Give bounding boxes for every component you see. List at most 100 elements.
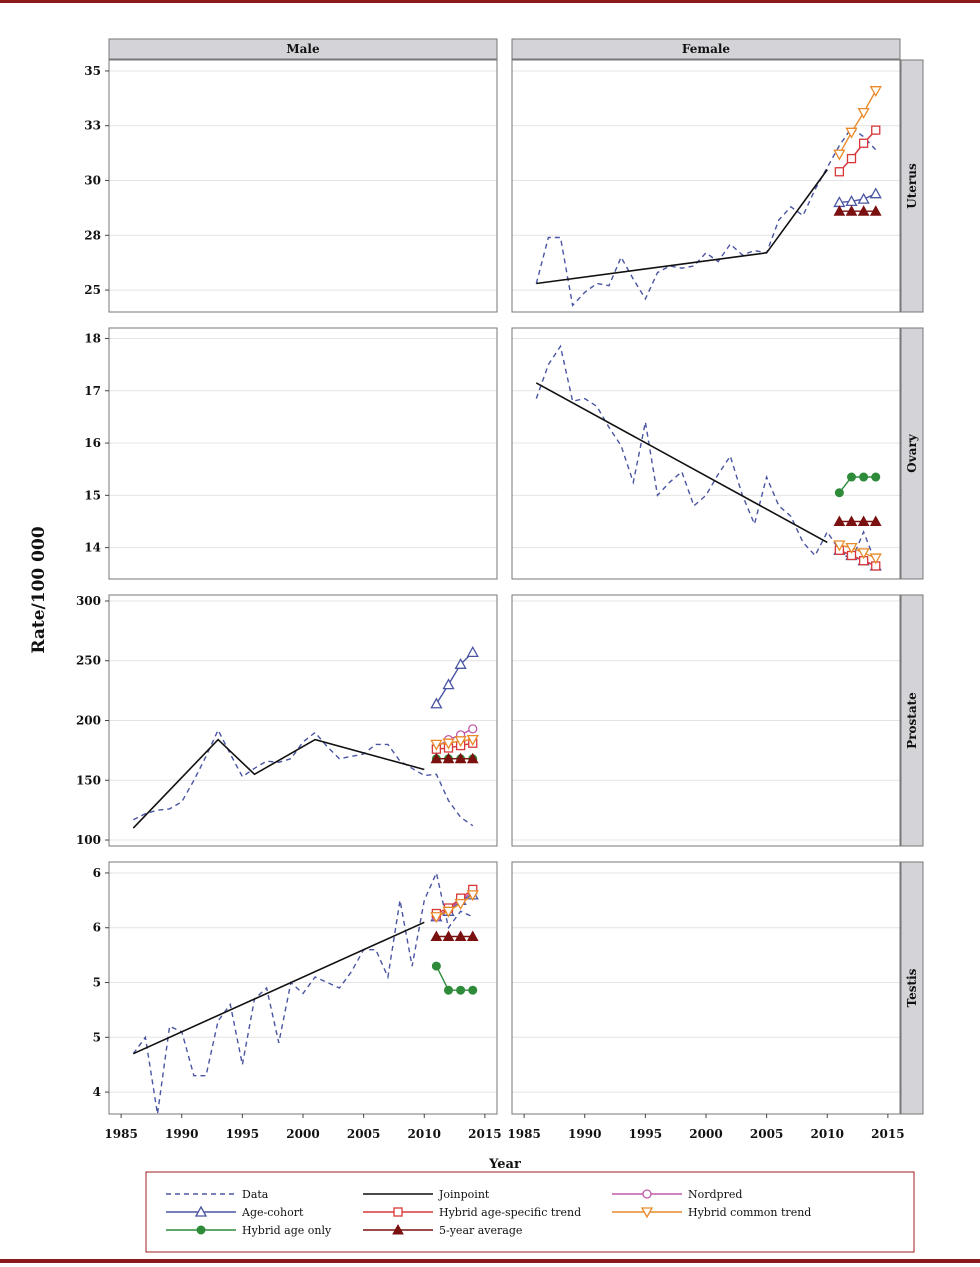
panels-layer: Male Female Uterus Ovary Prostate Testis 25 28 3… — [76, 38, 924, 1141]
data-point — [442, 752, 455, 764]
series-line — [436, 738, 473, 746]
x-tick-label: 2000 — [286, 1127, 319, 1141]
series-data — [535, 126, 877, 307]
series-five-year-avg — [833, 515, 882, 526]
series-five-year-avg — [430, 752, 479, 764]
data-point — [466, 734, 479, 746]
data-point — [834, 488, 844, 498]
data-point — [430, 912, 443, 924]
legend-marker — [392, 1223, 404, 1235]
legend-label: Hybrid common trend — [688, 1206, 811, 1219]
series-hybrid-age-only — [431, 961, 478, 995]
data-point — [857, 205, 870, 216]
panel-prostate-male: 100 150 200 250 300 — [76, 594, 498, 847]
data-point — [442, 930, 455, 942]
legend-marker — [393, 1207, 403, 1217]
strip-background — [900, 861, 924, 1115]
data-point — [454, 898, 467, 910]
data-point — [846, 153, 857, 164]
data-point — [430, 752, 443, 764]
bottom-border — [0, 1259, 980, 1263]
y-tick-label: 33 — [84, 119, 101, 133]
x-tick-label: 1985 — [507, 1127, 540, 1141]
data-point — [456, 985, 466, 995]
data-point — [454, 752, 467, 764]
series-line — [436, 888, 474, 915]
series-joinpoint — [132, 921, 425, 1055]
legend-label: Hybrid age-specific trend — [439, 1206, 581, 1219]
legend: Data Joinpoint Nordpred Age-cohort Hybrid ag… — [145, 1171, 915, 1253]
x-tick-label: 1990 — [568, 1127, 601, 1141]
y-tick-label: 25 — [84, 283, 101, 297]
data-point — [869, 553, 882, 565]
data-point — [466, 930, 479, 942]
data-point — [430, 930, 443, 942]
data-point — [430, 739, 443, 751]
series-age-cohort — [833, 187, 882, 208]
data-point — [833, 149, 846, 161]
y-tick-label: 28 — [84, 228, 101, 242]
data-point — [833, 205, 846, 216]
series-data — [132, 728, 474, 827]
y-tick-label: 17 — [84, 384, 101, 398]
series-joinpoint — [535, 382, 828, 544]
legend-label: Hybrid age only — [242, 1224, 332, 1237]
x-tick-label: 2015 — [871, 1127, 904, 1141]
series-line — [535, 126, 877, 307]
y-tick-label: 250 — [76, 654, 101, 668]
row-strip-testis: Testis — [900, 861, 924, 1115]
series-line — [838, 90, 877, 155]
row-strip-label: Uterus — [905, 163, 919, 209]
series-hybrid-common — [430, 890, 479, 924]
series-line — [436, 894, 474, 918]
top-border — [0, 0, 980, 3]
data-point — [845, 127, 858, 139]
y-tick-label: 300 — [76, 594, 101, 608]
data-point — [466, 646, 479, 658]
data-point — [847, 472, 856, 482]
series-joinpoint — [132, 738, 425, 829]
y-tick-label: 5 — [93, 1030, 101, 1044]
series-age-cohort — [430, 646, 479, 709]
data-point — [845, 542, 858, 554]
data-point — [454, 930, 467, 942]
legend-label: Nordpred — [688, 1188, 742, 1201]
legend-item-age-cohort: Age-cohort — [166, 1205, 304, 1219]
series-hybrid-age-only — [834, 472, 881, 498]
series-line — [132, 870, 474, 1115]
legend-label: Joinpoint — [438, 1188, 490, 1201]
data-point — [857, 192, 870, 204]
legend-label: 5-year average — [439, 1224, 522, 1237]
data-point — [858, 138, 869, 148]
y-tick-label: 200 — [76, 714, 101, 728]
x-tick-label: 2015 — [468, 1127, 501, 1141]
series-line — [132, 921, 425, 1055]
series-hybrid-common — [833, 540, 882, 565]
strip-background — [900, 327, 924, 580]
series-line — [535, 344, 877, 564]
strip-background — [900, 59, 924, 313]
series-hybrid-common — [430, 734, 479, 751]
y-tick-label: 16 — [84, 436, 101, 450]
panel-frame — [511, 59, 901, 313]
panel-frame — [108, 861, 498, 1115]
legend-item-data: Data — [166, 1188, 269, 1201]
data-point — [869, 515, 882, 526]
data-point — [845, 205, 858, 216]
y-tick-label: 35 — [84, 64, 101, 78]
panel-ovary-male: 14 15 16 17 18 — [84, 327, 498, 580]
series-line — [839, 549, 877, 567]
y-tick-label: 15 — [84, 488, 101, 502]
data-point — [430, 697, 443, 709]
series-line — [839, 193, 877, 204]
row-strip-ovary: Ovary — [900, 327, 924, 580]
series-line — [435, 651, 474, 705]
series-line — [838, 476, 876, 494]
panel-uterus-female — [511, 59, 901, 313]
strip-background — [511, 38, 901, 60]
y-tick-label: 14 — [84, 541, 101, 555]
row-strip-label: Testis — [905, 968, 919, 1007]
panel-frame — [511, 327, 901, 580]
data-point — [468, 724, 478, 734]
